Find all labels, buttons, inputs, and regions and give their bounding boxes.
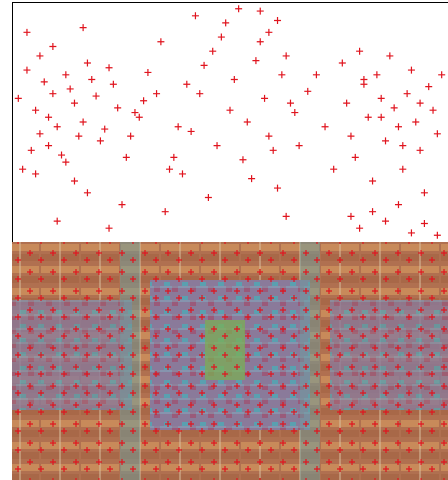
plot-area [12, 2, 448, 242]
chip-layout [12, 242, 448, 480]
page: {"chart_data": {"type": "scatter", "colo… [0, 0, 448, 480]
figure [0, 0, 448, 480]
plot-background [12, 2, 448, 242]
